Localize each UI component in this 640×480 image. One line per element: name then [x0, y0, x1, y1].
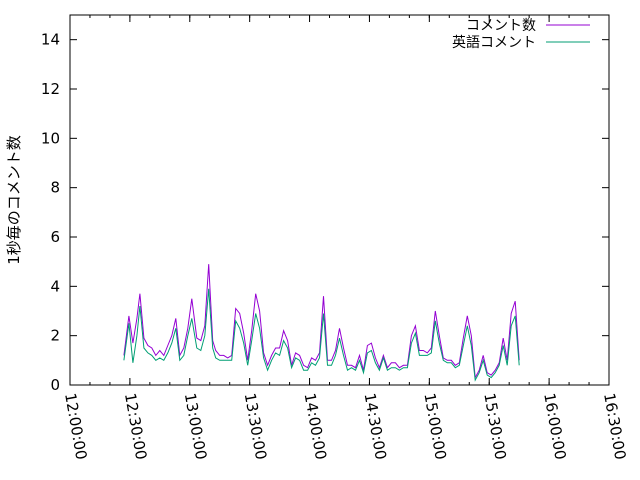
series-line-2 — [123, 288, 520, 382]
series-lines — [123, 264, 520, 382]
legend-label-2: 英語コメント — [452, 34, 536, 51]
y-tick-label: 10 — [41, 129, 60, 147]
y-tick-label: 0 — [50, 376, 60, 394]
y-tick-label: 12 — [41, 80, 60, 98]
x-tick-label: 15:00:00 — [420, 392, 449, 461]
y-axis: 0 2 4 6 8 10 12 14 — [41, 31, 609, 394]
y-tick-label: 2 — [50, 327, 60, 345]
x-tick-label: 12:00:00 — [61, 392, 90, 461]
series-line-1 — [123, 264, 520, 380]
y-tick-label: 14 — [41, 31, 60, 49]
x-tick-label: 13:00:00 — [181, 392, 210, 461]
x-tick-label: 16:00:00 — [540, 392, 569, 461]
y-tick-label: 4 — [50, 277, 60, 295]
y-tick-label: 8 — [50, 179, 60, 197]
x-tick-label: 15:30:00 — [480, 392, 509, 461]
x-tick-label: 14:00:00 — [301, 392, 330, 461]
x-tick-label: 13:30:00 — [241, 392, 270, 461]
legend-label-1: コメント数 — [466, 18, 536, 34]
plot-frame — [69, 14, 610, 386]
x-tick-label: 12:30:00 — [121, 392, 150, 461]
y-axis-title: 1秒毎のコメント数 — [5, 135, 23, 265]
x-tick-label: 14:30:00 — [361, 392, 390, 461]
x-axis: 12:00:00 12:30:00 13:00:00 13:30:00 14:00:00… — [61, 15, 629, 461]
x-tick-label: 16:30:00 — [600, 392, 629, 461]
y-tick-label: 6 — [50, 228, 60, 246]
